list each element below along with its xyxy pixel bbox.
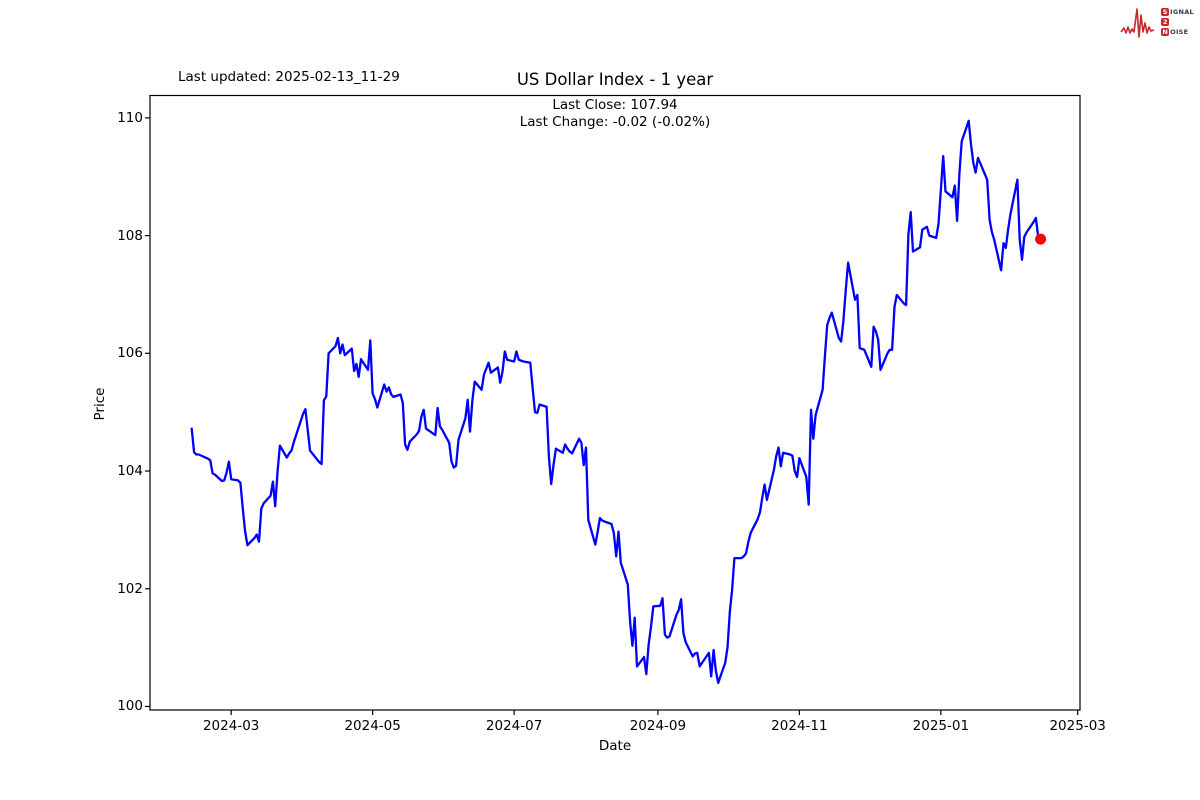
last-close-annotation: Last Close: 107.94: [552, 97, 678, 113]
signal2noise-logo: S IGNAL 2 N OISE: [1120, 4, 1194, 40]
axes-box: [149, 94, 1081, 711]
y-tick-label: 106: [117, 345, 143, 362]
last-change-annotation: Last Change: -0.02 (-0.02%): [519, 114, 711, 130]
waveform-icon: [1120, 8, 1155, 38]
logo-text: S IGNAL 2 N OISE: [1161, 7, 1194, 36]
x-tick-label: 2024-07: [485, 718, 543, 734]
x-tick-label: 2024-03: [202, 718, 260, 734]
last-price-dot: [1035, 233, 1047, 245]
x-tick-label: 2024-09: [629, 718, 687, 734]
x-axis-label: Date: [598, 738, 632, 754]
y-tick-label: 104: [117, 463, 143, 480]
last-updated-text: Last updated: 2025-02-13_11-29: [178, 69, 400, 85]
logo-letter-n: N: [1161, 27, 1170, 36]
y-tick-label: 100: [117, 698, 143, 715]
y-tick-label: 102: [117, 580, 143, 597]
x-tick-label: 2024-05: [344, 718, 401, 734]
x-tick-label: 2025-01: [912, 718, 970, 734]
logo-digit-2: 2: [1161, 17, 1170, 26]
x-tick-label: 2025-03: [1049, 718, 1106, 734]
chart-title: US Dollar Index - 1 year: [516, 70, 714, 89]
x-tick-label: 2024-11: [771, 718, 828, 734]
logo-letter-s: S: [1161, 7, 1170, 16]
y-tick-label: 110: [117, 109, 143, 126]
price-line: [190, 119, 1042, 685]
y-tick-label: 108: [117, 227, 143, 244]
